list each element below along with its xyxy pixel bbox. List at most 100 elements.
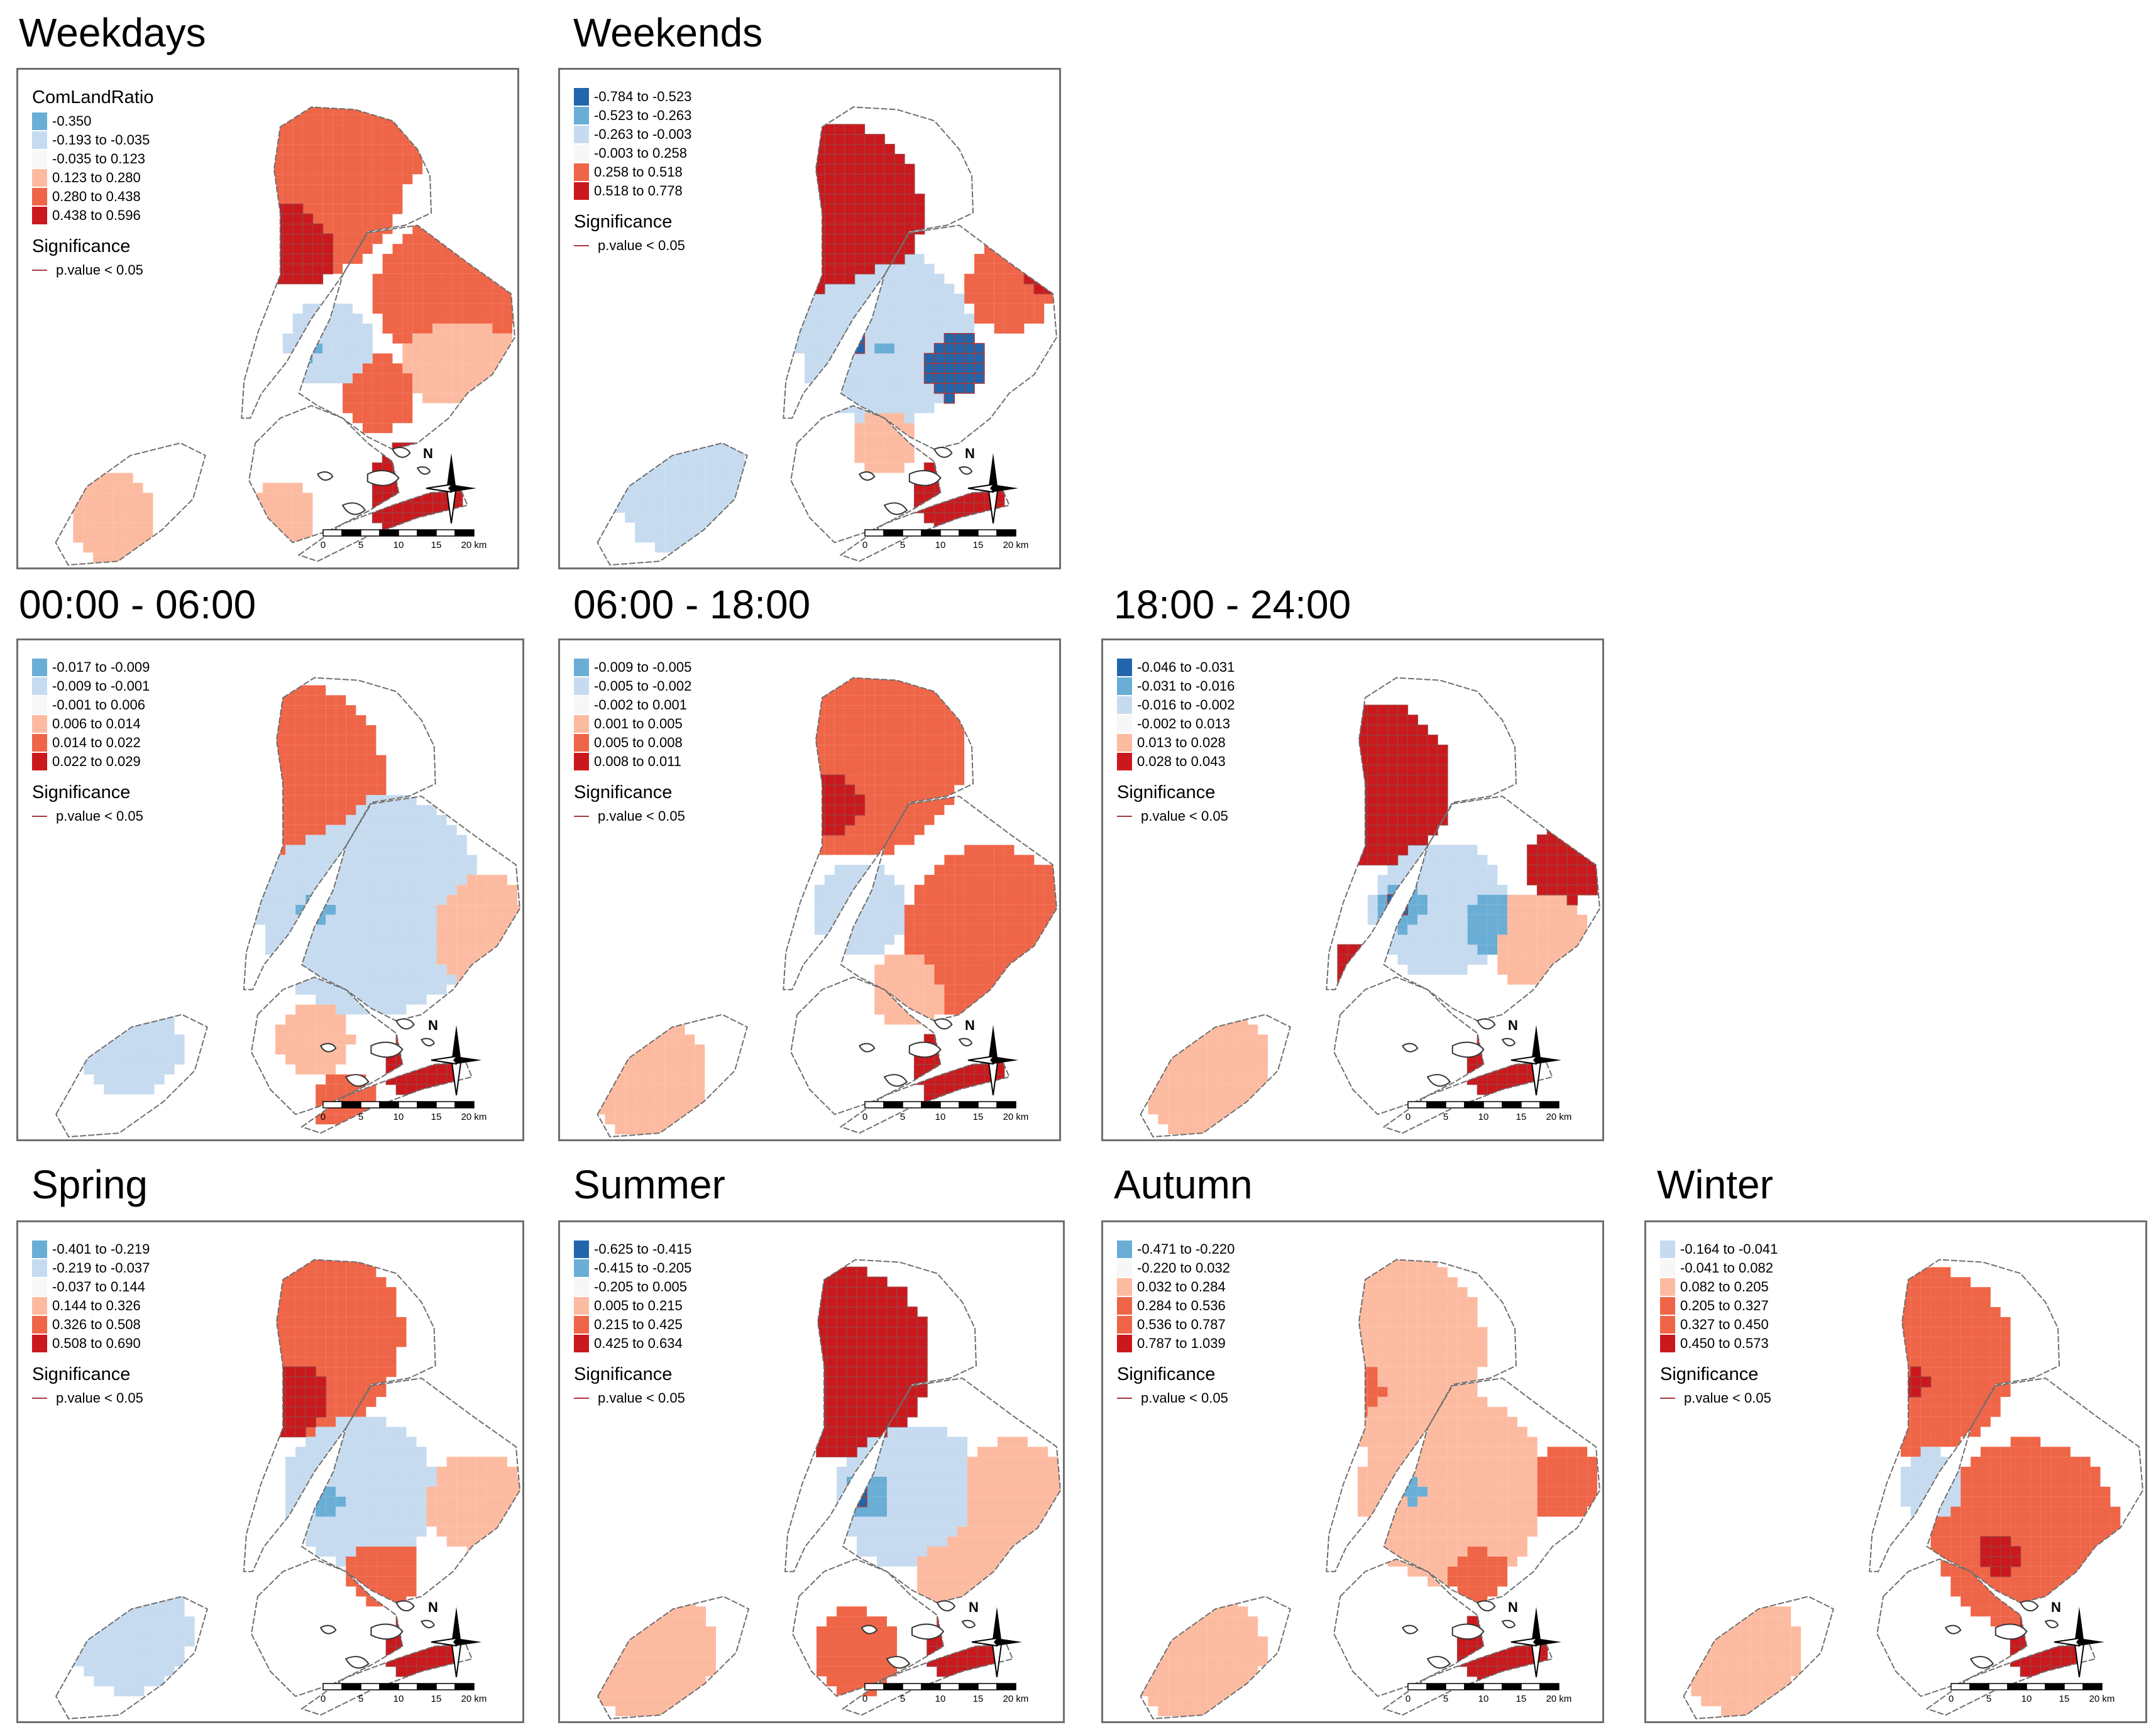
legend-entry: 0.123 to 0.280	[32, 168, 153, 187]
grid-cell	[1397, 934, 1408, 945]
grid-cell	[326, 1024, 336, 1035]
grid-cell	[346, 745, 356, 755]
grid-cell	[805, 283, 815, 294]
grid-cell	[1338, 795, 1348, 806]
grid-cell	[272, 174, 283, 185]
significant-cell	[1307, 764, 1319, 776]
grid-cell	[396, 824, 407, 835]
grid-cell	[376, 865, 387, 875]
grid-cell	[674, 452, 685, 463]
grid-cell	[1447, 875, 1458, 885]
grid-cell	[372, 353, 383, 364]
grid-cell	[914, 363, 925, 374]
grid-cell	[784, 745, 795, 755]
legend-entry: 0.022 to 0.029	[32, 752, 150, 771]
grid-cell	[664, 1014, 675, 1025]
grid-cell	[984, 845, 994, 855]
grid-cell	[1024, 1004, 1035, 1015]
grid-cell	[356, 984, 366, 995]
grid-cell	[333, 323, 343, 334]
grid-cell	[1248, 1074, 1258, 1085]
grid-cell	[954, 775, 965, 786]
grid-cell	[974, 945, 984, 955]
grid-cell	[1328, 725, 1338, 735]
grid-cell	[1307, 805, 1318, 815]
grid-cell	[1148, 1074, 1158, 1085]
grid-cell	[295, 1034, 306, 1045]
grid-cell	[1527, 955, 1537, 965]
grid-cell	[904, 174, 915, 185]
grid-cell	[774, 677, 785, 686]
grid-cell	[625, 1114, 635, 1125]
grid-cell	[715, 522, 725, 533]
grid-cell	[343, 254, 353, 264]
grid-cell	[854, 214, 865, 224]
grid-cell	[944, 974, 955, 985]
grid-cell	[1004, 273, 1015, 284]
grid-cell	[944, 934, 955, 945]
grid-cell	[1367, 785, 1378, 796]
grid-cell	[336, 974, 346, 985]
grid-cell	[456, 845, 467, 855]
grid-cell	[285, 695, 296, 706]
grid-cell	[944, 745, 955, 755]
grid-cell	[302, 114, 313, 125]
grid-cell	[1437, 965, 1448, 975]
grid-cell	[396, 1064, 407, 1075]
grid-cell	[874, 765, 885, 775]
grid-cell	[1547, 885, 1558, 895]
grid-cell	[1377, 755, 1388, 765]
grid-cell	[123, 473, 133, 483]
grid-cell	[412, 154, 423, 165]
grid-cell	[517, 945, 520, 955]
grid-cell	[1307, 725, 1318, 735]
grid-cell	[472, 234, 483, 244]
grid-cell	[436, 945, 447, 955]
grid-cell	[854, 174, 865, 185]
grid-cell	[844, 705, 855, 716]
significant-cell	[794, 204, 805, 215]
grid-cell	[84, 1014, 94, 1025]
legend-label: -0.003 to 0.258	[594, 145, 688, 161]
grid-cell	[343, 393, 353, 403]
grid-cell	[512, 293, 515, 304]
grid-cell	[272, 154, 283, 165]
grid-cell	[795, 755, 805, 765]
grid-cell	[1317, 814, 1328, 825]
grid-cell	[285, 835, 296, 845]
grid-cell	[884, 785, 894, 796]
grid-cell	[974, 503, 984, 513]
grid-cell	[426, 894, 437, 905]
grid-cell	[644, 493, 655, 503]
grid-cell	[844, 134, 855, 145]
grid-cell	[94, 1064, 104, 1075]
grid-cell	[123, 542, 133, 553]
grid-cell	[605, 1074, 615, 1085]
grid-cell	[416, 845, 427, 855]
legend-entry: 0.258 to 0.518	[574, 163, 691, 182]
significant-cell	[1307, 725, 1319, 736]
grid-cell	[432, 283, 443, 294]
grid-cell	[844, 154, 855, 165]
grid-cell	[884, 144, 894, 155]
grid-cell	[914, 994, 925, 1005]
grid-cell	[396, 1004, 407, 1015]
grid-cell	[1537, 894, 1548, 905]
grid-cell	[1417, 765, 1428, 775]
grid-cell	[1507, 945, 1518, 955]
grid-cell	[507, 934, 517, 945]
significance-entry: p.value < 0.05	[574, 808, 691, 824]
grid-cell	[133, 493, 143, 503]
grid-cell	[854, 894, 865, 905]
grid-cell	[814, 795, 825, 806]
grid-cell	[844, 785, 855, 796]
grid-cell	[382, 493, 393, 503]
grid-cell	[784, 705, 795, 716]
grid-cell	[784, 234, 795, 244]
grid-cell	[406, 835, 417, 845]
grid-cell	[1397, 735, 1408, 745]
significant-cell	[774, 253, 786, 265]
grid-cell	[1377, 705, 1388, 716]
grid-cell	[392, 164, 403, 175]
grid-cell	[253, 254, 263, 264]
